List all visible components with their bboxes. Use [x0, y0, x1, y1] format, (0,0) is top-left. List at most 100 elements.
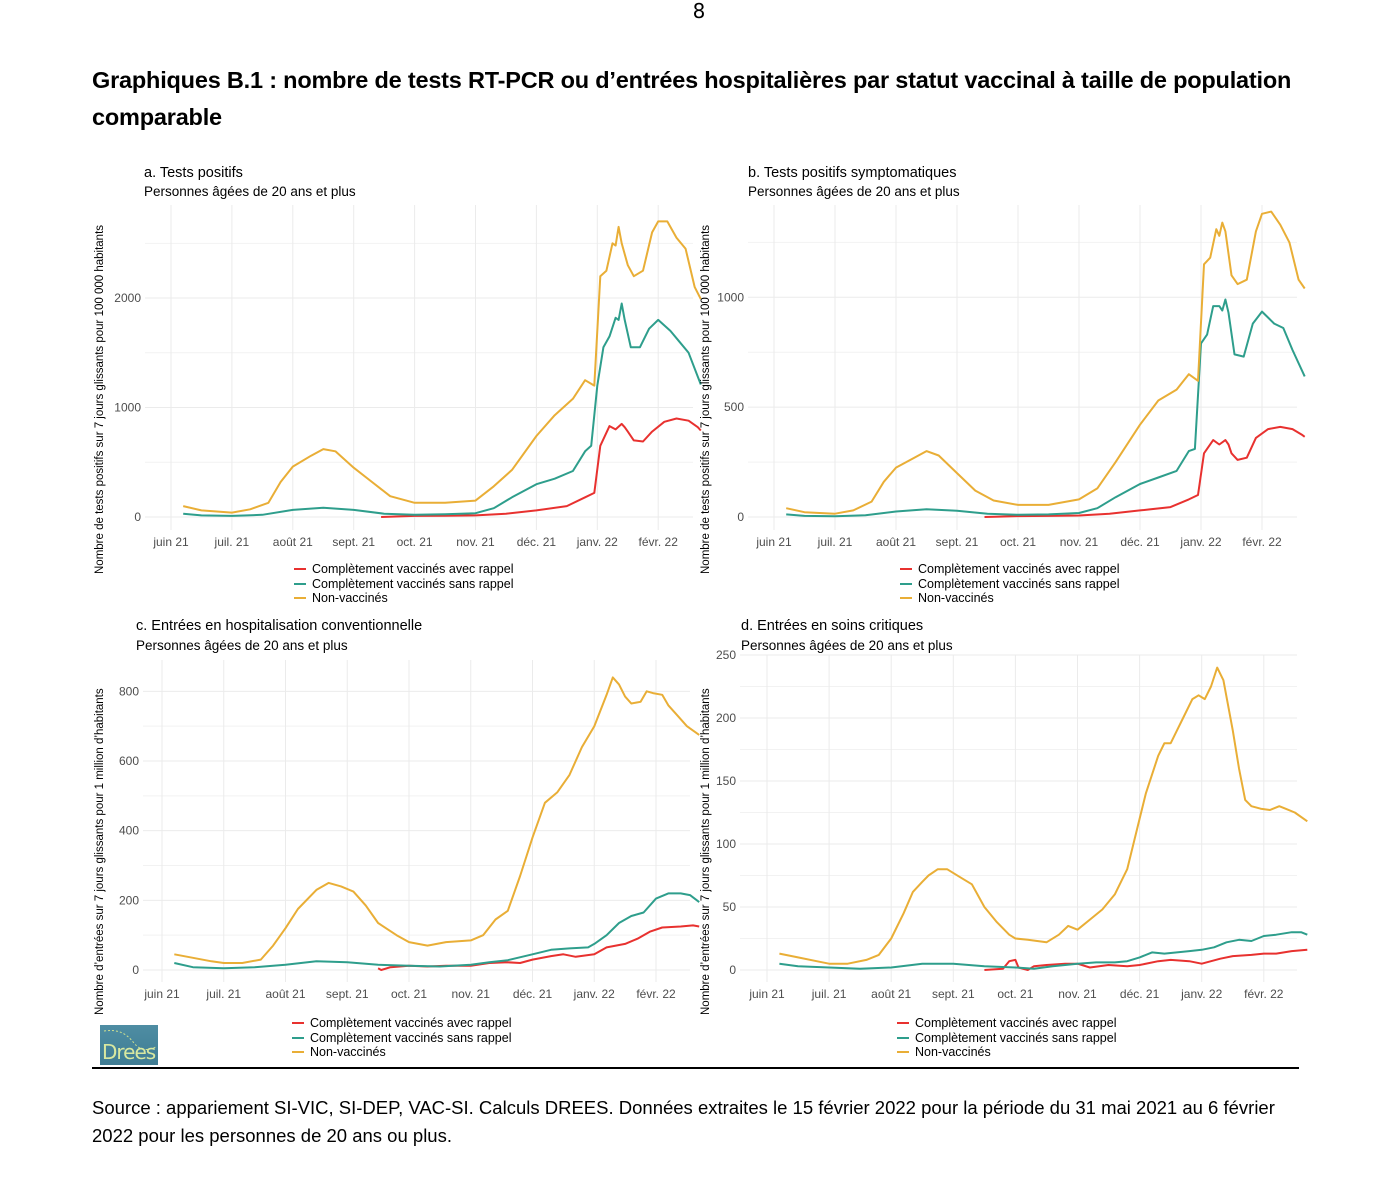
- chart-subtitle: Personnes âgées de 20 ans et plus: [741, 638, 953, 653]
- series-line-sans-rappel: [779, 931, 1308, 970]
- series-line-avec-rappel: [984, 948, 1308, 971]
- y-tick-label: 2000: [114, 291, 141, 305]
- chart-title: a. Tests positifs: [144, 165, 243, 181]
- series-line-sans-rappel: [183, 302, 702, 517]
- x-tick-label: août 21: [273, 535, 313, 549]
- legend-item: Complètement vaccinés sans rappel: [292, 1031, 512, 1046]
- x-tick-label: sept. 21: [936, 535, 979, 549]
- legend: Complètement vaccinés avec rappel Complèt…: [900, 562, 1120, 606]
- series-line-avec-rappel: [381, 417, 702, 518]
- x-tick-label: janv. 22: [1179, 535, 1221, 549]
- legend-item: Non-vaccinés: [900, 591, 1120, 606]
- legend-swatch: [900, 568, 912, 571]
- legend: Complètement vaccinés avec rappel Complèt…: [897, 1016, 1117, 1060]
- x-tick-label: juil. 21: [811, 987, 847, 1001]
- legend-label: Non-vaccinés: [918, 591, 994, 605]
- logo-text: Drees: [102, 1040, 156, 1064]
- x-tick-label: oct. 21: [391, 987, 427, 1001]
- chart-title: c. Entrées en hospitalisation convention…: [136, 618, 423, 634]
- chart-subtitle: Personnes âgées de 20 ans et plus: [748, 184, 960, 199]
- legend-label: Complètement vaccinés avec rappel: [915, 1016, 1117, 1030]
- legend-item: Complètement vaccinés avec rappel: [900, 562, 1120, 577]
- x-tick-label: août 21: [871, 987, 911, 1001]
- x-tick-label: janv. 22: [576, 535, 618, 549]
- legend-item: Complètement vaccinés avec rappel: [292, 1016, 512, 1031]
- x-tick-label: oct. 21: [397, 535, 433, 549]
- x-tick-label: nov. 21: [452, 987, 491, 1001]
- legend-swatch: [294, 597, 306, 600]
- legend-item: Non-vaccinés: [897, 1045, 1117, 1060]
- x-tick-label: févr. 22: [1244, 987, 1284, 1001]
- y-tick-label: 1000: [717, 290, 744, 304]
- y-tick-label: 0: [132, 963, 139, 977]
- legend: Complètement vaccinés avec rappel Complèt…: [294, 562, 514, 606]
- legend-item: Complètement vaccinés avec rappel: [897, 1016, 1117, 1031]
- legend-label: Complètement vaccinés avec rappel: [312, 562, 514, 576]
- y-tick-label: 400: [119, 824, 139, 838]
- legend-label: Complètement vaccinés sans rappel: [310, 1030, 512, 1045]
- figure-heading: Graphiques B.1 : nombre de tests RT-PCR …: [92, 67, 1292, 130]
- legend-swatch: [900, 597, 912, 600]
- x-tick-label: juin 21: [755, 535, 792, 549]
- legend-item: Non-vaccinés: [294, 591, 514, 606]
- legend-swatch: [294, 568, 306, 571]
- chart-title: b. Tests positifs symptomatiques: [748, 165, 957, 181]
- y-tick-label: 0: [134, 510, 141, 524]
- series-line-non-vaccines: [174, 676, 700, 964]
- legend-label: Complètement vaccinés sans rappel: [918, 576, 1120, 591]
- series-line-sans-rappel: [786, 298, 1306, 518]
- legend-item: Complètement vaccinés avec rappel: [294, 562, 514, 577]
- x-tick-label: sept. 21: [932, 987, 975, 1001]
- x-tick-label: juin 21: [152, 535, 189, 549]
- legend-label: Non-vaccinés: [310, 1045, 386, 1059]
- legend-label: Complètement vaccinés avec rappel: [310, 1016, 512, 1030]
- x-tick-label: févr. 22: [1242, 535, 1282, 549]
- y-tick-label: 100: [716, 837, 736, 851]
- x-tick-label: juin 21: [748, 987, 785, 1001]
- x-tick-label: oct. 21: [1000, 535, 1036, 549]
- legend-swatch: [897, 1051, 909, 1054]
- legend-label: Complètement vaccinés sans rappel: [915, 1030, 1117, 1045]
- separator-line: [92, 1067, 1299, 1069]
- legend-swatch: [292, 1022, 304, 1025]
- x-tick-label: août 21: [265, 987, 305, 1001]
- series-line-sans-rappel: [174, 892, 700, 970]
- legend-swatch: [294, 582, 306, 585]
- legend-item: Non-vaccinés: [292, 1045, 512, 1060]
- series-line-avec-rappel: [984, 425, 1306, 518]
- legend-swatch: [292, 1036, 304, 1039]
- x-tick-label: nov. 21: [456, 535, 495, 549]
- x-tick-label: déc. 21: [1120, 535, 1160, 549]
- legend-item: Complètement vaccinés sans rappel: [897, 1031, 1117, 1046]
- legend-label: Non-vaccinés: [312, 591, 388, 605]
- x-tick-label: déc. 21: [513, 987, 553, 1001]
- y-tick-label: 200: [716, 711, 736, 725]
- series-line-non-vaccines: [182, 220, 702, 514]
- series-line-non-vaccines: [785, 210, 1306, 515]
- legend-item: Complètement vaccinés sans rappel: [294, 577, 514, 592]
- y-tick-label: 1000: [114, 401, 141, 415]
- y-tick-label: 0: [737, 510, 744, 524]
- y-tick-label: 500: [724, 400, 744, 414]
- legend: Complètement vaccinés avec rappel Complèt…: [292, 1016, 512, 1060]
- y-tick-label: 0: [729, 963, 736, 977]
- y-tick-label: 800: [119, 684, 139, 698]
- x-tick-label: juin 21: [143, 987, 180, 1001]
- logo-curve-icon: [103, 1030, 157, 1050]
- legend-swatch: [900, 582, 912, 585]
- chart-title: d. Entrées en soins critiques: [741, 618, 924, 634]
- x-tick-label: janv. 22: [1180, 987, 1222, 1001]
- legend-label: Complètement vaccinés avec rappel: [918, 562, 1120, 576]
- y-tick-label: 200: [119, 893, 139, 907]
- legend-item: Complètement vaccinés sans rappel: [900, 577, 1120, 592]
- x-tick-label: févr. 22: [639, 535, 679, 549]
- x-tick-label: févr. 22: [636, 987, 676, 1001]
- legend-swatch: [897, 1036, 909, 1039]
- x-tick-label: juil. 21: [817, 535, 853, 549]
- page-number: 8: [692, 0, 706, 23]
- x-tick-label: juil. 21: [214, 535, 250, 549]
